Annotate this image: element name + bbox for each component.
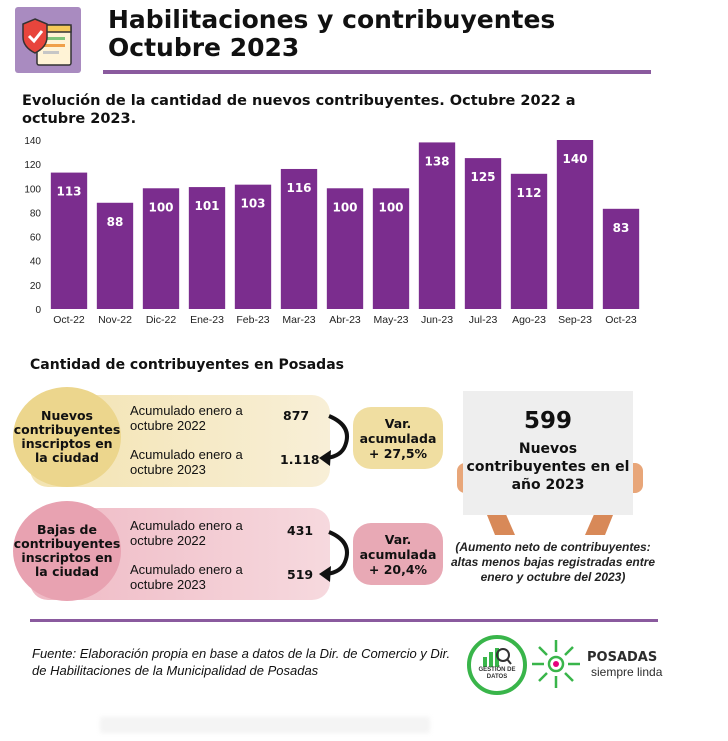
nuevos-row2-label: Acumulado enero a octubre 2023 bbox=[130, 447, 243, 477]
x-tick-label: Sep-23 bbox=[558, 314, 592, 326]
bar-value-label: 116 bbox=[286, 181, 311, 195]
bar-value-label: 83 bbox=[613, 221, 630, 235]
bajas-row2-value: 519 bbox=[287, 567, 314, 582]
bar-jul-23 bbox=[464, 158, 502, 309]
x-tick-label: Jul-23 bbox=[469, 314, 498, 326]
x-tick-label: Nov-22 bbox=[98, 314, 132, 326]
bar-abr-23 bbox=[326, 188, 364, 309]
y-tick-label: 40 bbox=[30, 257, 42, 268]
y-tick-label: 80 bbox=[30, 208, 42, 219]
nuevos-circle-label: Nuevos contribuyentes inscriptos en la c… bbox=[13, 387, 121, 487]
bajas-row2-label: Acumulado enero a octubre 2023 bbox=[130, 562, 243, 592]
blurred-strip bbox=[100, 717, 430, 733]
title-divider bbox=[103, 70, 651, 74]
bar-nov-22 bbox=[96, 202, 134, 309]
nuevos-row1-value: 877 bbox=[283, 408, 310, 423]
y-tick-label: 0 bbox=[35, 305, 41, 316]
nuevos-row1-label: Acumulado enero a octubre 2022 bbox=[130, 403, 243, 433]
y-tick-label: 20 bbox=[30, 281, 42, 292]
bar-value-label: 125 bbox=[470, 170, 495, 184]
bar-dic-22 bbox=[142, 188, 180, 309]
page-title-line2: Octubre 2023 bbox=[108, 33, 300, 62]
bajas-row1-value: 431 bbox=[287, 523, 314, 538]
highlight-text: Nuevos contribuyentes en el año 2023 bbox=[466, 441, 630, 493]
bar-oct-23 bbox=[602, 208, 640, 309]
y-tick-label: 60 bbox=[30, 233, 42, 244]
x-tick-label: Ene-23 bbox=[190, 314, 224, 326]
highlight-sign bbox=[463, 391, 633, 515]
bar-feb-23 bbox=[234, 184, 272, 309]
bar-value-label: 138 bbox=[424, 154, 449, 168]
bar-value-label: 100 bbox=[332, 200, 357, 214]
bar-ene-23 bbox=[188, 187, 226, 309]
footer-divider bbox=[30, 619, 658, 622]
posadas-brand-name: POSADAS bbox=[587, 650, 658, 665]
gestion-datos-logo bbox=[467, 635, 527, 695]
y-tick-label: 100 bbox=[24, 184, 41, 195]
x-tick-label: Jun-23 bbox=[421, 314, 453, 326]
x-tick-label: Ago-23 bbox=[512, 314, 546, 326]
bajas-row1-label: Acumulado enero a octubre 2022 bbox=[130, 518, 243, 548]
x-tick-label: Oct-22 bbox=[53, 314, 85, 326]
bar-value-label: 103 bbox=[240, 197, 265, 211]
y-tick-label: 140 bbox=[24, 136, 41, 147]
bar-oct-22 bbox=[50, 172, 88, 309]
bar-jun-23 bbox=[418, 142, 456, 309]
section-title: Cantidad de contribuyentes en Posadas bbox=[30, 357, 344, 373]
bar-ago-23 bbox=[510, 173, 548, 309]
source-note: Fuente: Elaboración propia en base a dat… bbox=[32, 646, 451, 678]
page-title-line1: Habilitaciones y contribuyentes bbox=[108, 5, 556, 34]
y-tick-label: 120 bbox=[24, 160, 41, 171]
chart-magnifier-icon bbox=[483, 648, 512, 667]
shield-document-icon bbox=[22, 18, 72, 66]
x-tick-label: Dic-22 bbox=[146, 314, 177, 326]
bar-may-23 bbox=[372, 188, 410, 309]
bajas-circle-label: Bajas de contribuyentes inscriptos en la… bbox=[13, 501, 121, 601]
x-tick-label: Mar-23 bbox=[282, 314, 315, 326]
bar-value-label: 100 bbox=[148, 200, 173, 214]
curved-arrow-icon bbox=[319, 530, 349, 582]
bar-value-label: 140 bbox=[562, 152, 587, 166]
chart-title: Evolución de la cantidad de nuevos contr… bbox=[22, 93, 576, 127]
page-title: Habilitaciones y contribuyentes Octubre … bbox=[108, 6, 555, 62]
bar-value-label: 88 bbox=[107, 215, 124, 229]
x-tick-label: Oct-23 bbox=[605, 314, 637, 326]
curved-arrow-icon bbox=[319, 414, 349, 466]
bar-value-label: 101 bbox=[194, 199, 219, 213]
gestion-datos-text: GESTIÓN DE DATOS bbox=[478, 667, 516, 680]
bar-chart: 0 20 40 60 80 100 120 140 113 Oct-22 88 Nov-22 100 Di… bbox=[24, 136, 640, 326]
bar-mar-23 bbox=[280, 168, 318, 309]
posadas-flower-icon bbox=[532, 640, 580, 688]
header-logo bbox=[15, 7, 81, 73]
x-tick-label: May-23 bbox=[373, 314, 408, 326]
posadas-brand-tagline: siempre linda bbox=[591, 665, 663, 679]
x-tick-label: Feb-23 bbox=[236, 314, 269, 326]
bar-value-label: 113 bbox=[56, 185, 81, 199]
highlight-note: (Aumento neto de contribuyentes: altas m… bbox=[450, 540, 656, 584]
nuevos-variation-badge: Var. acumulada + 27,5% bbox=[353, 407, 443, 469]
nuevos-row2-value: 1.118 bbox=[280, 452, 320, 467]
bar-sep-23 bbox=[556, 140, 594, 309]
bar-value-label: 100 bbox=[378, 200, 403, 214]
bajas-variation-badge: Var. acumulada + 20,4% bbox=[353, 523, 443, 585]
x-tick-label: Abr-23 bbox=[329, 314, 361, 326]
bar-value-label: 112 bbox=[516, 186, 541, 200]
highlight-number: 599 bbox=[523, 408, 572, 434]
